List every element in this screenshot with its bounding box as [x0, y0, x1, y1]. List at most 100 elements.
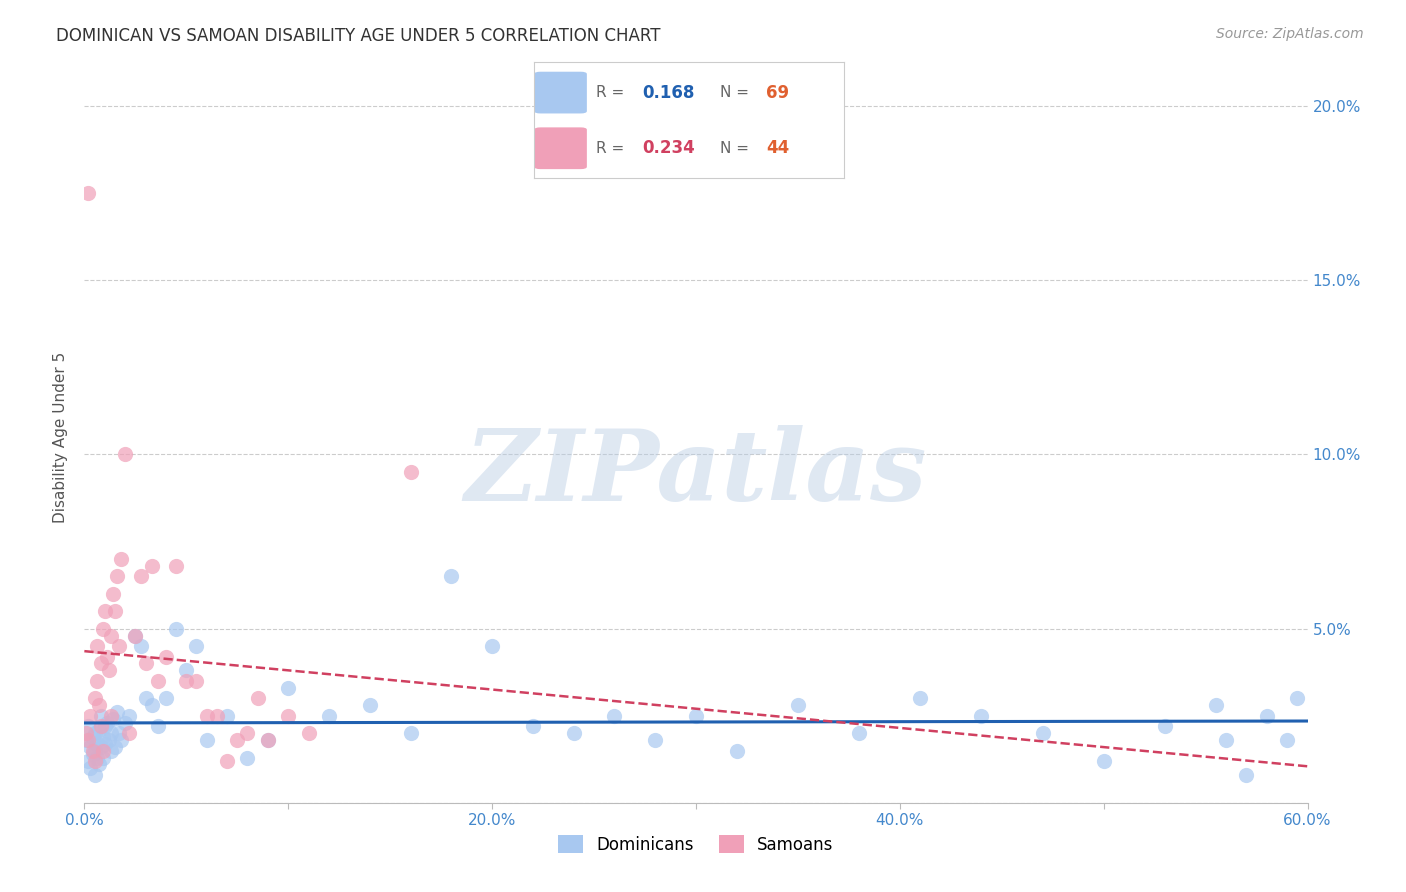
Point — [141, 698, 163, 713]
Point — [104, 604, 127, 618]
Point — [118, 726, 141, 740]
Point — [110, 552, 132, 566]
Text: Source: ZipAtlas.com: Source: ZipAtlas.com — [1216, 27, 1364, 41]
Point — [217, 754, 239, 768]
Point — [155, 691, 177, 706]
Legend: Dominicans, Samoans: Dominicans, Samoans — [551, 829, 841, 860]
Point — [79, 740, 101, 755]
Point — [91, 730, 114, 744]
Point — [205, 708, 228, 723]
Point — [165, 558, 187, 573]
Point — [90, 708, 112, 723]
Text: 44: 44 — [766, 139, 790, 157]
Point — [86, 750, 108, 764]
Point — [155, 649, 177, 664]
Point — [848, 726, 870, 740]
Point — [100, 743, 122, 757]
Point — [146, 673, 169, 688]
Point — [124, 629, 146, 643]
Point — [104, 740, 127, 755]
Point — [257, 733, 280, 747]
Point — [82, 730, 104, 744]
Point — [236, 726, 259, 740]
Point — [97, 664, 120, 678]
Point — [100, 726, 122, 740]
Point — [91, 622, 114, 636]
Point — [522, 719, 544, 733]
Point — [174, 673, 197, 688]
Point — [787, 698, 810, 713]
Point — [1236, 768, 1258, 782]
Point — [603, 708, 626, 723]
Point — [87, 698, 110, 713]
Point — [110, 733, 132, 747]
Point — [399, 726, 422, 740]
Text: 0.234: 0.234 — [643, 139, 696, 157]
Point — [77, 719, 100, 733]
Point — [481, 639, 503, 653]
Point — [90, 719, 112, 733]
Point — [1092, 754, 1115, 768]
Point — [87, 723, 110, 737]
Text: R =: R = — [596, 141, 630, 156]
Point — [75, 733, 97, 747]
Point — [93, 737, 115, 751]
Point — [77, 733, 100, 747]
Point — [124, 629, 146, 643]
Point — [146, 719, 169, 733]
Point — [93, 719, 115, 733]
Text: R =: R = — [596, 85, 630, 100]
Point — [141, 558, 163, 573]
Point — [82, 747, 104, 761]
Point — [1205, 698, 1227, 713]
Point — [86, 639, 108, 653]
Point — [83, 754, 105, 768]
Point — [277, 681, 299, 695]
Point — [100, 629, 122, 643]
Point — [83, 691, 105, 706]
Point — [195, 708, 218, 723]
Point — [118, 708, 141, 723]
Point — [165, 622, 187, 636]
Point — [75, 726, 97, 740]
Point — [277, 708, 299, 723]
Point — [135, 691, 157, 706]
Point — [440, 569, 463, 583]
Point — [96, 649, 118, 664]
Point — [1286, 691, 1309, 706]
Point — [114, 448, 136, 462]
Point — [399, 465, 422, 479]
Point — [186, 639, 208, 653]
Point — [105, 569, 128, 583]
Point — [226, 733, 249, 747]
Text: N =: N = — [720, 141, 754, 156]
Point — [79, 761, 101, 775]
Point — [101, 712, 124, 726]
Point — [83, 726, 105, 740]
FancyBboxPatch shape — [534, 128, 586, 169]
Point — [970, 708, 993, 723]
Point — [359, 698, 381, 713]
Point — [1256, 708, 1278, 723]
Point — [114, 715, 136, 730]
Point — [91, 743, 114, 757]
Point — [246, 691, 269, 706]
Point — [644, 733, 666, 747]
Point — [174, 664, 197, 678]
Point — [186, 673, 208, 688]
Point — [108, 639, 131, 653]
Point — [77, 186, 100, 201]
Point — [86, 737, 108, 751]
Point — [86, 673, 108, 688]
Point — [82, 743, 104, 757]
Point — [77, 754, 100, 768]
Point — [910, 691, 932, 706]
Point — [93, 604, 115, 618]
Point — [1215, 733, 1237, 747]
Point — [108, 726, 131, 740]
Point — [562, 726, 585, 740]
Point — [195, 733, 218, 747]
Point — [257, 733, 280, 747]
Point — [101, 587, 124, 601]
Text: ZIPatlas: ZIPatlas — [465, 425, 927, 522]
